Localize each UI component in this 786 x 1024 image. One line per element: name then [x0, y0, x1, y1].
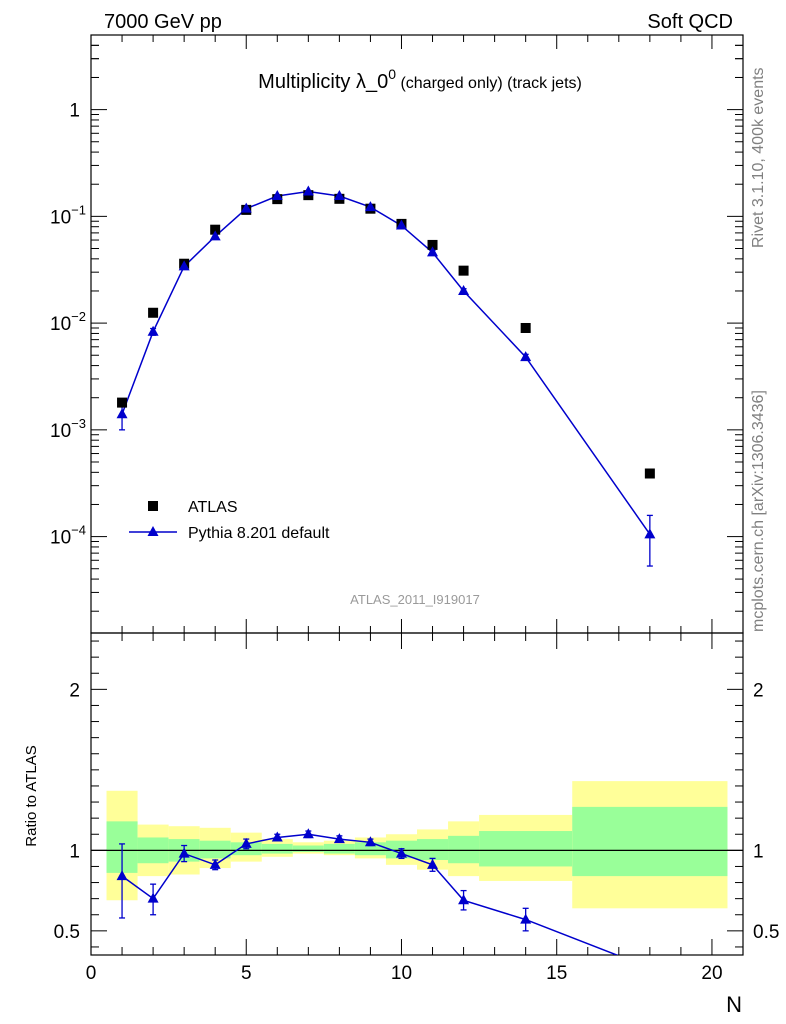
- main-y-tick-exp: −2: [71, 309, 86, 324]
- mc-point: [302, 185, 314, 196]
- x-tick-label: 20: [701, 963, 722, 984]
- atlas-point: [117, 397, 128, 408]
- ratio-band-inner: [261, 843, 293, 854]
- x-tick-label: 0: [86, 963, 97, 984]
- ratio-mc-point: [271, 831, 283, 842]
- ratio-band-inner: [292, 845, 324, 852]
- ratio-panel: 0 5 10 15 20 0.5 0.5 1 1 2 2 Ratio to ATLAS N: [23, 632, 779, 1017]
- x-tick-label: 15: [546, 963, 567, 984]
- main-title-tail: (charged only) (track jets): [396, 75, 582, 92]
- x-axis-label: N: [726, 992, 742, 1017]
- ratio-series: [116, 828, 619, 955]
- ratio-mc-point: [333, 833, 345, 844]
- atlas-point: [210, 224, 221, 235]
- ratio-mc-point: [302, 828, 314, 839]
- ratio-uncertainty-bands: [91, 781, 743, 909]
- mc-point: [395, 219, 407, 230]
- ratio-y-tick-label: 1: [69, 841, 80, 862]
- ratio-band-inner: [479, 831, 573, 867]
- mc-point: [209, 230, 221, 241]
- mc-point: [520, 351, 532, 362]
- atlas-point: [458, 265, 469, 276]
- ratio-frame: [90, 632, 744, 956]
- ratio-y-tick-label-right: 1: [753, 841, 764, 862]
- main-y-tick-label: 1: [69, 101, 80, 122]
- ratio-mc-point: [520, 913, 532, 924]
- main-y-tick-label: 10−3: [50, 416, 86, 442]
- ratio-mc-series: [116, 828, 619, 955]
- ratio-axis-ticks: 0 5 10 15 20 0.5 0.5 1 1 2 2: [54, 632, 779, 984]
- legend-mc-label: Pythia 8.201 default: [188, 525, 330, 542]
- ratio-band-inner: [572, 806, 728, 877]
- main-y-tick-base: 1: [69, 101, 80, 122]
- header-left: 7000 GeV pp: [104, 11, 222, 33]
- mc-point: [427, 246, 439, 257]
- ratio-mc-point: [209, 858, 221, 869]
- main-y-tick-base: 10: [50, 528, 71, 549]
- ratio-mc-point: [458, 894, 470, 905]
- x-tick-label: 5: [241, 963, 252, 984]
- ratio-band-inner: [417, 839, 449, 861]
- main-panel: Multiplicity λ_00 (charged only) (track …: [50, 34, 744, 634]
- ratio-y-tick-label: 2: [69, 680, 80, 701]
- mc-line: [121, 190, 651, 535]
- ratio-mc-point: [240, 837, 252, 848]
- main-y-tick-exp: −4: [71, 523, 86, 538]
- main-series: [116, 185, 656, 567]
- mc-point: [116, 408, 128, 419]
- x-tick-label: 10: [391, 963, 412, 984]
- ratio-y-label: Ratio to ATLAS: [23, 745, 40, 846]
- ratio-band-inner: [448, 835, 480, 864]
- analysis-annotation: ATLAS_2011_I919017: [350, 592, 480, 607]
- main-title-sup: 0: [388, 66, 396, 82]
- ratio-y-tick-label-right: 2: [753, 680, 764, 701]
- main-title: Multiplicity λ_00 (charged only) (track …: [258, 66, 582, 93]
- main-y-tick-base: 10: [50, 421, 71, 442]
- ratio-mc-point: [116, 870, 128, 881]
- legend-mc-marker: [147, 526, 159, 536]
- legend: ATLAS Pythia 8.201 default: [129, 499, 330, 542]
- mc-point: [364, 201, 376, 212]
- ratio-mc-point: [147, 892, 159, 903]
- mc-point: [178, 260, 190, 271]
- main-y-tick-label: 10−4: [50, 523, 86, 549]
- ratio-band-inner: [323, 843, 355, 854]
- main-title-text: Multiplicity λ_0: [258, 71, 388, 93]
- ratio-mc-point: [178, 847, 190, 858]
- mc-point: [271, 190, 283, 201]
- main-y-tick-exp: −1: [71, 202, 86, 217]
- atlas-point: [644, 468, 655, 479]
- mc-point: [458, 284, 470, 295]
- mc-point: [147, 325, 159, 336]
- atlas-point: [520, 322, 531, 333]
- ratio-mc-line: [121, 833, 619, 955]
- main-frame: [90, 34, 744, 634]
- header-right: Soft QCD: [647, 11, 733, 33]
- ratio-mc-point: [364, 836, 376, 847]
- ratio-y-tick-label-right: 0.5: [753, 922, 779, 943]
- mc-point: [333, 190, 345, 201]
- atlas-point: [427, 239, 438, 250]
- mc-point: [644, 528, 656, 539]
- legend-atlas-marker: [148, 501, 158, 511]
- main-y-tick-label: 10−1: [50, 202, 86, 228]
- main-y-tick-base: 10: [50, 314, 71, 335]
- atlas-point: [148, 307, 159, 318]
- side-label-mcplots: mcplots.cern.ch [arXiv:1306.3436]: [750, 390, 767, 632]
- ratio-mc-point: [427, 858, 439, 869]
- legend-atlas-label: ATLAS: [188, 499, 238, 516]
- side-label-rivet: Rivet 3.1.10, 400k events: [750, 67, 767, 248]
- main-y-tick-base: 10: [50, 207, 71, 228]
- ratio-band-inner: [199, 840, 231, 859]
- main-y-tick-exp: −3: [71, 416, 86, 431]
- ratio-mc-point: [395, 847, 407, 858]
- main-y-tick-label: 10−2: [50, 309, 86, 335]
- mc-point: [240, 202, 252, 213]
- ratio-y-tick-label: 0.5: [54, 922, 80, 943]
